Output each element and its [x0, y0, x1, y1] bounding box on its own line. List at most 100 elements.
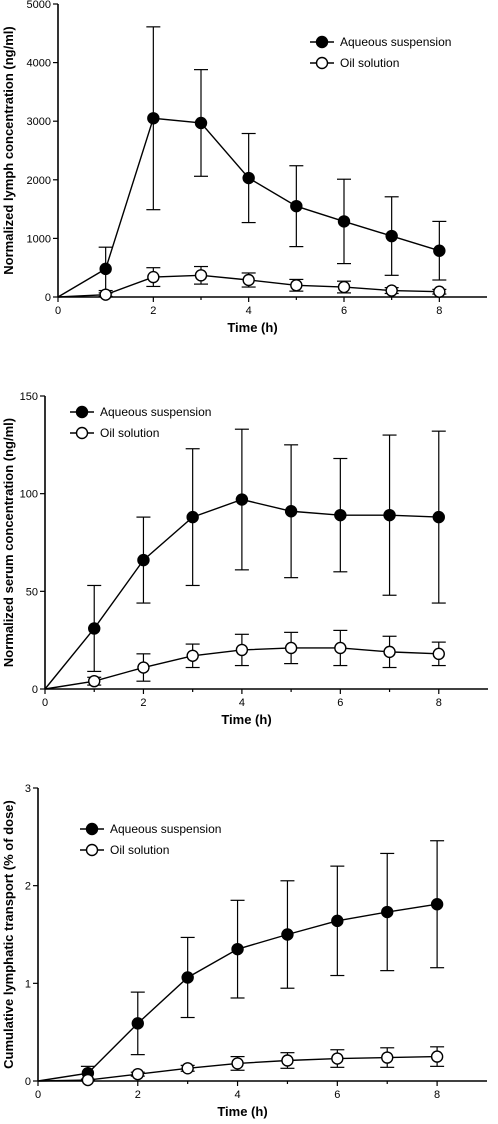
- data-point: [242, 273, 255, 287]
- y-tick-label: 50: [26, 586, 38, 598]
- data-point: [337, 215, 351, 228]
- data-point: [383, 645, 396, 659]
- series-oil-solution: Oil solution: [57, 56, 447, 301]
- legend-marker: [75, 426, 89, 440]
- series-aqueous-suspension: Aqueous suspension: [57, 26, 451, 298]
- data-point: [385, 284, 398, 297]
- y-axis-title: Cumulative lymphatic transport (% of dos…: [1, 800, 16, 1069]
- data-point: [284, 505, 298, 518]
- data-point: [242, 171, 255, 185]
- y-tick-label: 2000: [27, 175, 51, 187]
- data-point: [383, 508, 396, 522]
- data-point: [281, 1054, 294, 1067]
- data-point: [88, 674, 101, 688]
- series-aqueous-suspension: Aqueous suspension: [44, 405, 446, 690]
- y-axis-title: Normalized serum concentration (ng/ml): [1, 418, 16, 667]
- y-tick-label: 0: [45, 292, 51, 304]
- y-tick-label: 3: [25, 783, 31, 795]
- series-oil-solution: Oil solution: [37, 843, 445, 1087]
- legend-marker: [75, 405, 89, 419]
- data-point: [381, 905, 394, 919]
- y-tick-label: 2: [25, 881, 31, 893]
- legend-label: Oil solution: [110, 843, 169, 857]
- legend-marker: [85, 822, 99, 836]
- data-point: [331, 1052, 344, 1065]
- data-point: [432, 647, 445, 661]
- x-tick-label: 4: [239, 697, 245, 709]
- data-point: [81, 1073, 95, 1087]
- y-tick-label: 150: [20, 391, 38, 403]
- x-tick-label: 6: [334, 1089, 340, 1101]
- data-point: [131, 1017, 144, 1030]
- chart-3: 0 2 4 6 8 0 1 2 3 Time (h) Cumulative lymphatic tr…: [1, 783, 487, 1119]
- x-tick-label: 2: [150, 305, 156, 317]
- data-point: [290, 279, 303, 292]
- data-point: [430, 898, 444, 911]
- y-tick-label: 0: [25, 1076, 31, 1088]
- y-tick-label: 4000: [27, 58, 51, 70]
- x-tick-label: 2: [140, 697, 146, 709]
- data-point: [147, 270, 160, 284]
- data-point: [334, 641, 347, 655]
- data-point: [381, 1051, 394, 1064]
- data-point: [137, 661, 150, 674]
- data-point: [186, 510, 199, 524]
- data-point: [432, 510, 445, 524]
- chart-2: 0 2 4 6 8 0 50 100 150 Time (h) Normalized serum c…: [1, 391, 488, 727]
- data-point: [284, 641, 298, 655]
- data-point: [181, 971, 194, 984]
- x-axis-title: Time (h): [221, 712, 271, 727]
- x-tick-label: 8: [434, 1089, 440, 1101]
- data-point: [334, 508, 347, 522]
- data-point: [147, 112, 160, 125]
- data-point: [430, 1050, 444, 1063]
- x-tick-label: 6: [337, 697, 343, 709]
- data-point: [331, 914, 344, 928]
- y-axis-title: Normalized lymph concentration (ng/ml): [1, 26, 16, 274]
- x-tick-label: 8: [436, 305, 442, 317]
- x-tick-label: 4: [234, 1089, 240, 1101]
- data-point: [235, 643, 249, 657]
- data-point: [194, 116, 208, 130]
- legend-label: Oil solution: [340, 56, 399, 70]
- data-point: [88, 622, 101, 635]
- y-tick-label: 1: [25, 978, 31, 990]
- x-tick-label: 2: [135, 1089, 141, 1101]
- data-point: [181, 1062, 194, 1075]
- x-tick-label: 0: [42, 697, 48, 709]
- series-aqueous-suspension: Aqueous suspension: [37, 822, 445, 1082]
- data-point: [194, 269, 208, 282]
- data-point: [231, 1057, 244, 1070]
- data-point: [385, 229, 398, 243]
- data-point: [281, 928, 294, 941]
- data-point: [433, 244, 446, 257]
- x-axis-title: Time (h): [217, 1104, 267, 1119]
- x-tick-label: 6: [341, 305, 347, 317]
- y-tick-label: 0: [32, 684, 38, 696]
- legend-label: Oil solution: [100, 426, 159, 440]
- legend-marker: [315, 56, 329, 70]
- legend-label: Aqueous suspension: [100, 405, 211, 419]
- legend-marker: [315, 35, 329, 49]
- x-tick-label: 8: [436, 697, 442, 709]
- data-point: [337, 280, 351, 294]
- legend-label: Aqueous suspension: [340, 35, 451, 49]
- data-point: [137, 553, 150, 567]
- y-tick-label: 100: [20, 489, 38, 501]
- x-tick-label: 0: [55, 305, 61, 317]
- y-tick-label: 3000: [27, 116, 51, 128]
- data-point: [290, 199, 303, 213]
- data-point: [235, 493, 249, 506]
- data-point: [231, 942, 244, 956]
- y-tick-label: 5000: [27, 0, 51, 11]
- x-tick-label: 4: [246, 305, 252, 317]
- data-point: [131, 1067, 144, 1081]
- series-oil-solution: Oil solution: [44, 426, 446, 690]
- chart-1: 0 2 4 6 8 0 1000 2000 3000 4000 5000 Time (h) Normal…: [1, 0, 487, 335]
- data-point: [433, 285, 446, 298]
- data-point: [99, 262, 112, 276]
- y-tick-label: 1000: [27, 233, 51, 245]
- legend-marker: [85, 843, 99, 857]
- data-point: [186, 649, 199, 662]
